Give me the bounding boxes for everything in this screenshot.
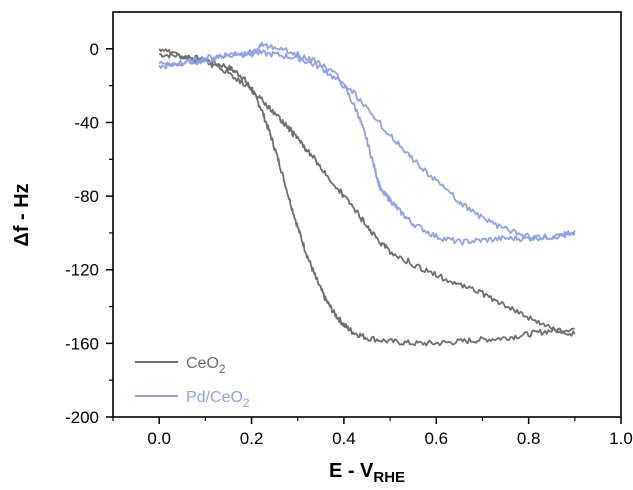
- x-tick-label: 0.4: [332, 429, 356, 448]
- legend-label-ceo2: CeO2: [186, 355, 226, 376]
- series-line-ceo2-return: [158, 48, 576, 337]
- x-tick-label: 0.2: [240, 429, 264, 448]
- legend-label-pd-ceo2: Pd/CeO2: [186, 389, 250, 410]
- legend: CeO2 Pd/CeO2: [135, 355, 250, 410]
- x-tick-label: 1.0: [609, 429, 633, 448]
- axis-ticks: 0.0 0.2 0.4 0.6 0.8 1.0 0 -40 -80 -120 -160 -200: [65, 40, 633, 448]
- traces: [158, 41, 576, 347]
- x-tick-label: 0.0: [147, 429, 171, 448]
- y-tick-label: -120: [65, 261, 99, 280]
- y-axis-title: Δf - Hz: [11, 183, 33, 246]
- x-axis-title: E - VRHE: [329, 460, 405, 486]
- series-line-pd-ceo2-return: [158, 41, 576, 241]
- plot-frame: [112, 11, 622, 418]
- y-tick-label: -80: [74, 187, 99, 206]
- y-tick-label: -160: [65, 334, 99, 353]
- x-tick-label: 0.8: [517, 429, 541, 448]
- y-tick-label: -200: [65, 408, 99, 427]
- y-tick-label: -40: [74, 113, 99, 132]
- x-tick-label: 0.6: [424, 429, 448, 448]
- y-tick-label: 0: [90, 40, 99, 59]
- series-line-pd-ceo2-forward: [158, 49, 576, 246]
- series-line-ceo2-forward: [159, 52, 575, 347]
